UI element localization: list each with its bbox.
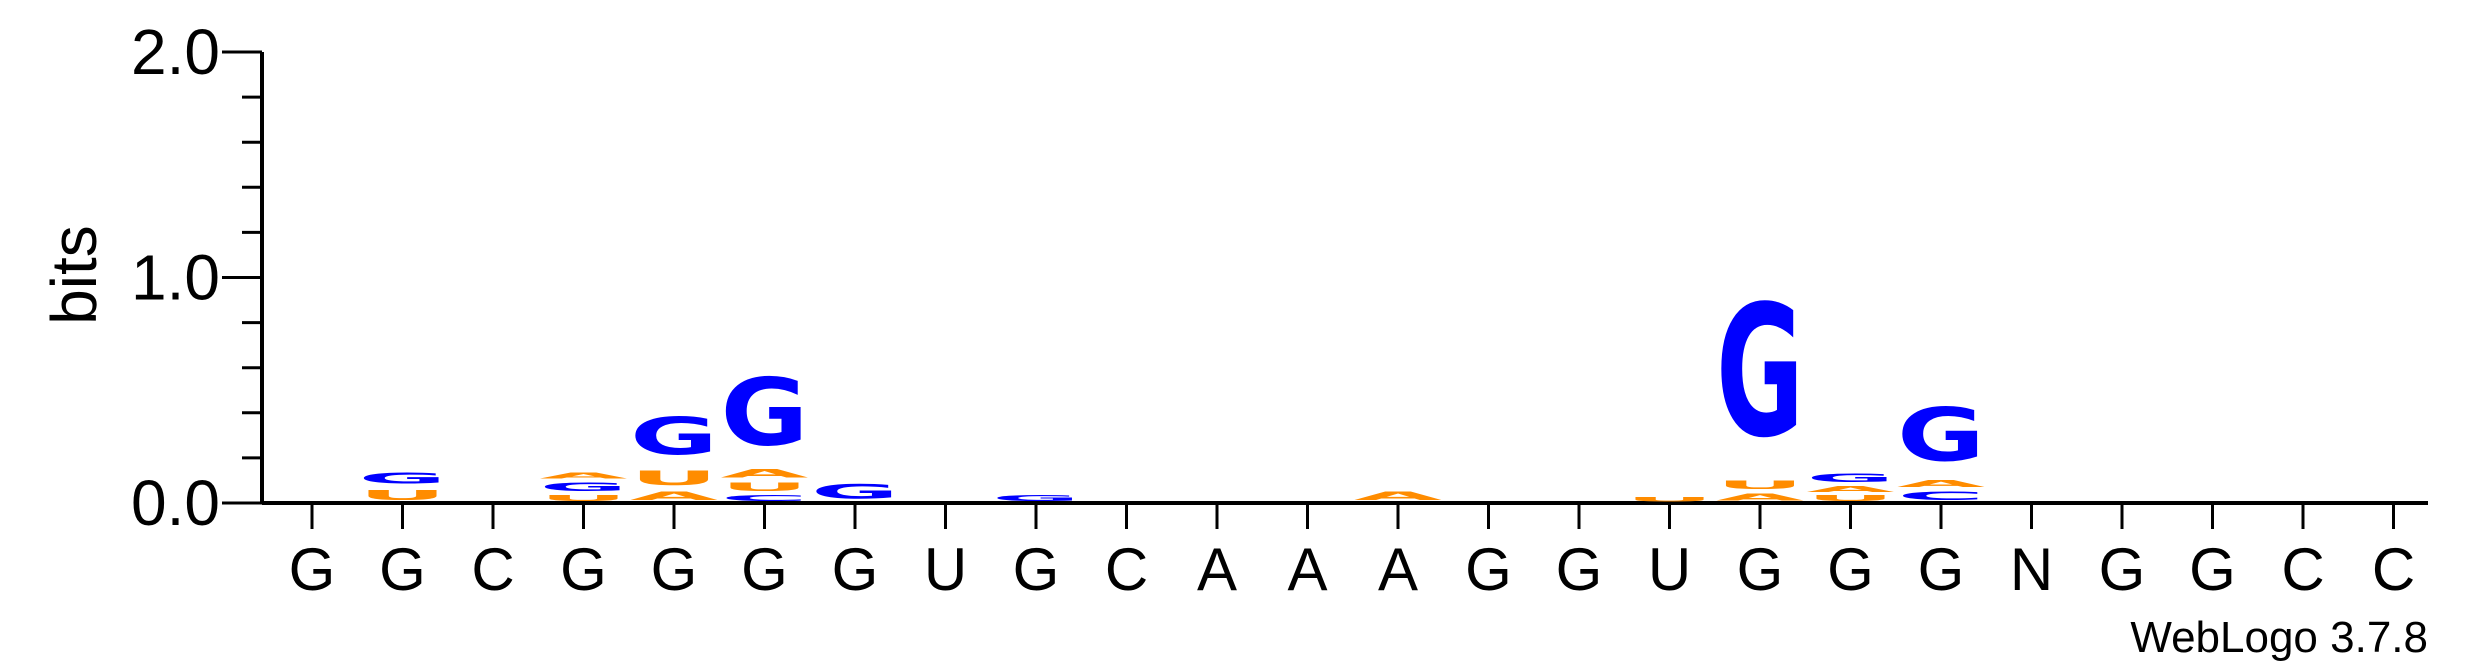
logo-letter-c: C [721, 494, 809, 503]
logo-letter-a: A [721, 467, 810, 480]
logo-letter-a: A [1897, 478, 1986, 489]
logo-letter-g: G [630, 406, 718, 467]
x-tick-label: G [832, 536, 879, 603]
logo-letter-c: C [1897, 490, 1985, 503]
x-tick-label: G [1556, 536, 1603, 603]
logo-letter-u: U [1626, 496, 1714, 503]
logo-letter-u: U [1716, 478, 1804, 492]
x-tick-label: A [1287, 536, 1327, 603]
x-tick-label: A [1378, 536, 1418, 603]
x-tick-label: G [2099, 536, 2146, 603]
x-tick-label: G [1013, 536, 1060, 603]
x-tick-label: C [2372, 536, 2415, 603]
logo-letter-g: G [811, 481, 899, 503]
logo-letter-g: G [540, 480, 628, 493]
x-tick-label: G [379, 536, 426, 603]
x-tick-label: G [651, 536, 698, 603]
x-tick-label: G [2189, 536, 2236, 603]
x-tick-label: G [1918, 536, 1965, 603]
x-tick-label: G [560, 536, 607, 603]
logo-letter-a: A [540, 472, 628, 481]
y-axis: 0.0 1.0 2.0 [131, 16, 264, 539]
logo-letter-g: G [721, 359, 809, 467]
logo-letter-u: U [1807, 494, 1895, 503]
logo-letter-u: U [630, 467, 718, 489]
x-tick-label: U [924, 536, 967, 603]
logo-letter-g: G [1807, 471, 1895, 484]
x-tick-label: N [2010, 536, 2053, 603]
x-tick-label: C [471, 536, 514, 603]
logo-letter-a: A [1807, 485, 1895, 494]
logo-letter-g: G [1897, 393, 1985, 478]
x-tick-label: G [289, 536, 336, 603]
y-tick-label: 2.0 [131, 16, 220, 88]
logo-letter-g: G [359, 469, 447, 487]
logo-letter-a: A [1716, 492, 1805, 503]
weblogo-credit: WebLogo 3.7.8 [2130, 613, 2428, 662]
y-tick-label: 0.0 [131, 467, 220, 539]
x-tick-label: A [1197, 536, 1237, 603]
x-tick-label: U [1648, 536, 1691, 603]
logo-letter-g: G [1716, 268, 1804, 479]
y-tick-label: 1.0 [131, 242, 220, 314]
y-axis-title: bits [38, 225, 110, 325]
logo-letter-g: G [992, 494, 1080, 503]
logo-letter-u: U [359, 487, 447, 503]
logo-letter-u: U [721, 481, 809, 495]
x-tick-label: G [1827, 536, 1874, 603]
x-tick-label: C [2281, 536, 2324, 603]
logo-letter-a: A [630, 490, 719, 503]
x-tick-label: G [1737, 536, 1784, 603]
x-tick-label: G [741, 536, 788, 603]
logo-letter-a: A [1354, 490, 1443, 503]
x-tick-label: C [1105, 536, 1148, 603]
x-tick-label: G [1465, 536, 1512, 603]
logo-letter-u: U [540, 494, 628, 503]
